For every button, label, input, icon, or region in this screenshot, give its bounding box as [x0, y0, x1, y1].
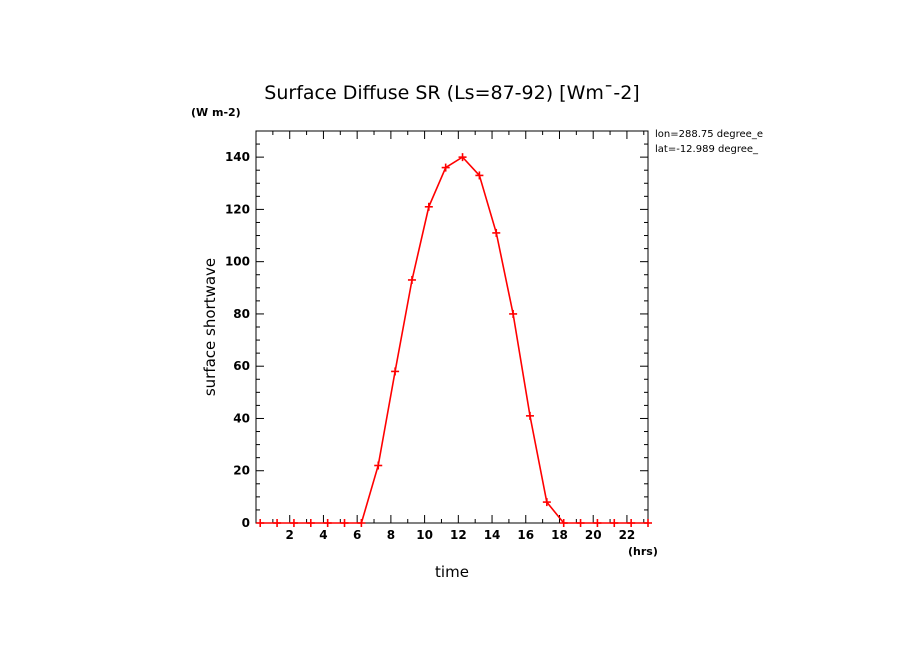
data-point: [424, 202, 433, 211]
x-tick-label: 20: [585, 528, 602, 542]
x-tick-label: 18: [551, 528, 568, 542]
y-axis-label: surface shortwave: [201, 258, 219, 396]
x-tick-label: 8: [387, 528, 395, 542]
series-line: [260, 156, 648, 524]
annotation-lat: lat=-12.989 degree_: [655, 144, 759, 155]
y-tick-label: 60: [233, 359, 250, 373]
data-point: [306, 519, 315, 527]
data-point: [509, 309, 518, 318]
y-tick-label: 0: [242, 516, 250, 530]
data-point: [492, 228, 501, 237]
data-point: [458, 153, 467, 162]
y-tick-label: 100: [225, 255, 250, 269]
x-tick-label: 4: [319, 528, 327, 542]
x-tick-labels: 2 4 6 8 10 12 14 16 18 20 22: [286, 528, 636, 542]
data-point: [475, 171, 484, 180]
x-tick-label: 16: [517, 528, 534, 542]
annotation-lon: lon=288.75 degree_e: [655, 129, 763, 140]
data-point: [256, 519, 265, 527]
data-point: [644, 519, 652, 527]
axis-ticks: [256, 131, 648, 523]
data-point: [289, 519, 298, 527]
x-axis-label: time: [435, 563, 469, 581]
data-point: [593, 519, 602, 527]
y-tick-label: 80: [233, 307, 250, 321]
y-tick-labels: 0 20 40 60 80 100 120 140: [225, 150, 250, 530]
x-tick-label: 22: [619, 528, 636, 542]
x-tick-label: 14: [484, 528, 501, 542]
data-point: [627, 519, 636, 527]
data-point: [340, 519, 349, 527]
data-point: [391, 367, 400, 376]
x-tick-label: 2: [286, 528, 294, 542]
data-point: [576, 519, 585, 527]
data-point: [610, 519, 619, 527]
x-tick-label: 6: [353, 528, 361, 542]
series-group: [256, 153, 652, 527]
y-tick-label: 140: [225, 150, 250, 164]
data-point: [273, 519, 282, 527]
data-point: [374, 461, 383, 470]
y-tick-label: 120: [225, 202, 250, 216]
data-point: [525, 411, 534, 420]
data-point: [542, 498, 551, 507]
x-tick-label: 12: [450, 528, 467, 542]
data-point: [559, 519, 568, 527]
data-point: [357, 519, 366, 527]
data-point: [323, 519, 332, 527]
data-point: [441, 163, 450, 172]
x-tick-label: 10: [416, 528, 433, 542]
chart-title: Surface Diffuse SR (Ls=87-92) [Wm¯-2]: [264, 82, 639, 104]
y-tick-label: 40: [233, 411, 250, 425]
plot-frame: [255, 130, 649, 524]
y-tick-label: 20: [233, 464, 250, 478]
data-point: [407, 275, 416, 284]
x-unit-label: (hrs): [628, 545, 658, 558]
y-unit-label: (W m-2): [191, 106, 241, 119]
